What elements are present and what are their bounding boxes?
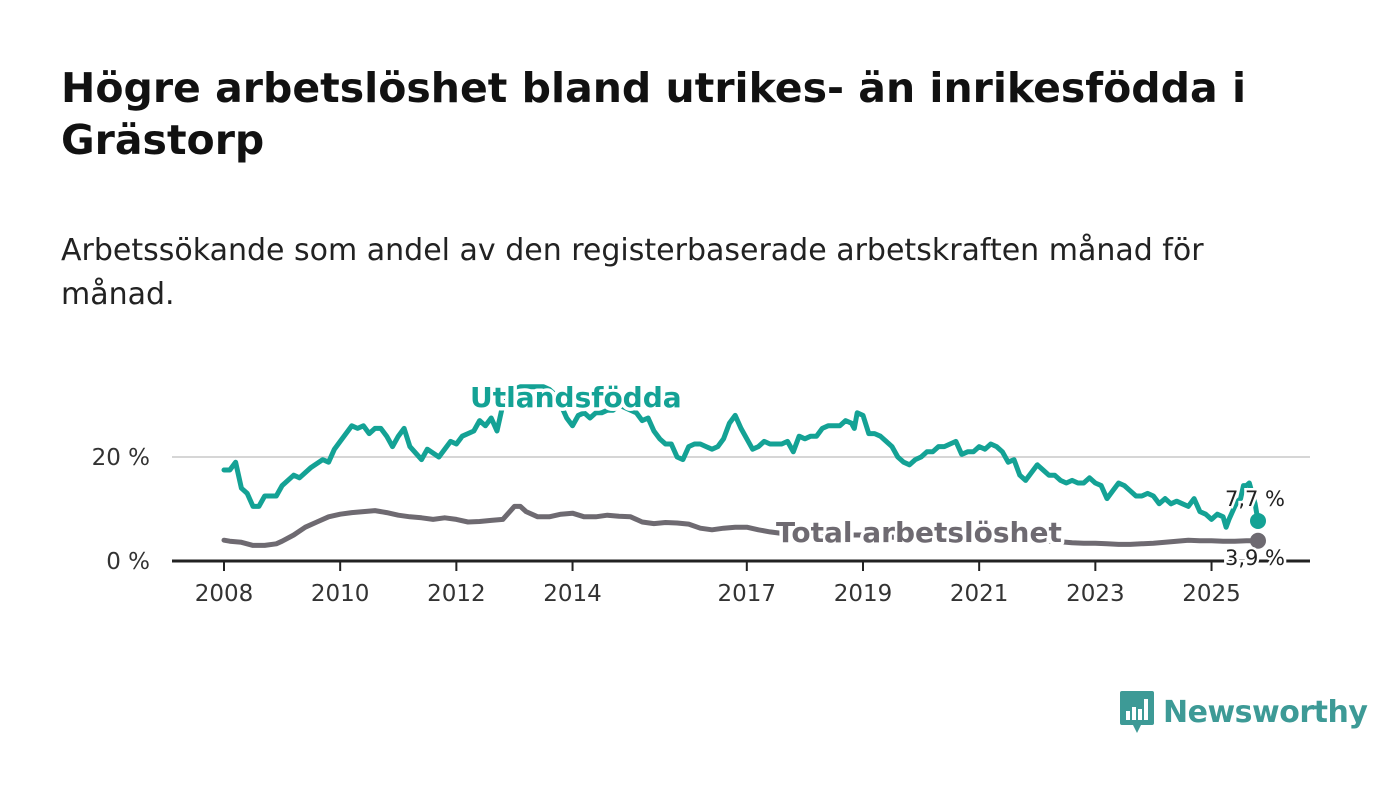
x-tick-label: 2010 xyxy=(311,581,370,607)
x-tick-label: 2025 xyxy=(1182,581,1241,607)
axes: 0 % 20 % 2008 2010 2012 2014 2017 2019 2021 2023 2… xyxy=(92,445,1310,607)
y-tick-label: 20 % xyxy=(92,445,150,471)
series-end-point-total xyxy=(1250,532,1266,549)
chart-subtitle: Arbetssökande som andel av den registerb… xyxy=(61,233,1204,312)
y-tick-label: 0 % xyxy=(106,549,150,575)
series-end-point-utlandsfodda xyxy=(1250,512,1266,529)
brand-name: Newsworthy xyxy=(1163,694,1368,730)
newsworthy-logo: Newsworthy xyxy=(1119,688,1368,736)
series-line-utlandsfodda xyxy=(221,384,1261,530)
x-tick-label: 2012 xyxy=(427,581,486,607)
series-label-utlandsfodda: Utlandsfödda xyxy=(470,381,682,414)
series-label-total: Total arbetslöshet xyxy=(776,516,1062,549)
x-tick-label: 2019 xyxy=(834,581,893,607)
series-lines xyxy=(221,384,1266,549)
end-label-utlandsfodda: 7,7 % xyxy=(1225,487,1285,511)
x-tick-label: 2014 xyxy=(543,581,602,607)
series-line-total xyxy=(221,503,1261,548)
x-tick-label: 2017 xyxy=(718,581,777,607)
bar-chart-speech-bubble-icon xyxy=(1120,691,1154,733)
end-label-total: 3,9 % xyxy=(1225,546,1285,570)
x-tick-label: 2008 xyxy=(195,581,254,607)
x-tick-label: 2021 xyxy=(950,581,1009,607)
chart-title: Högre arbetslöshet bland utrikes- än inr… xyxy=(61,64,1246,164)
series-labels: Utlandsfödda Total arbetslöshet 7,7 % 3,9 % xyxy=(467,378,1288,573)
x-tick-label: 2023 xyxy=(1066,581,1125,607)
